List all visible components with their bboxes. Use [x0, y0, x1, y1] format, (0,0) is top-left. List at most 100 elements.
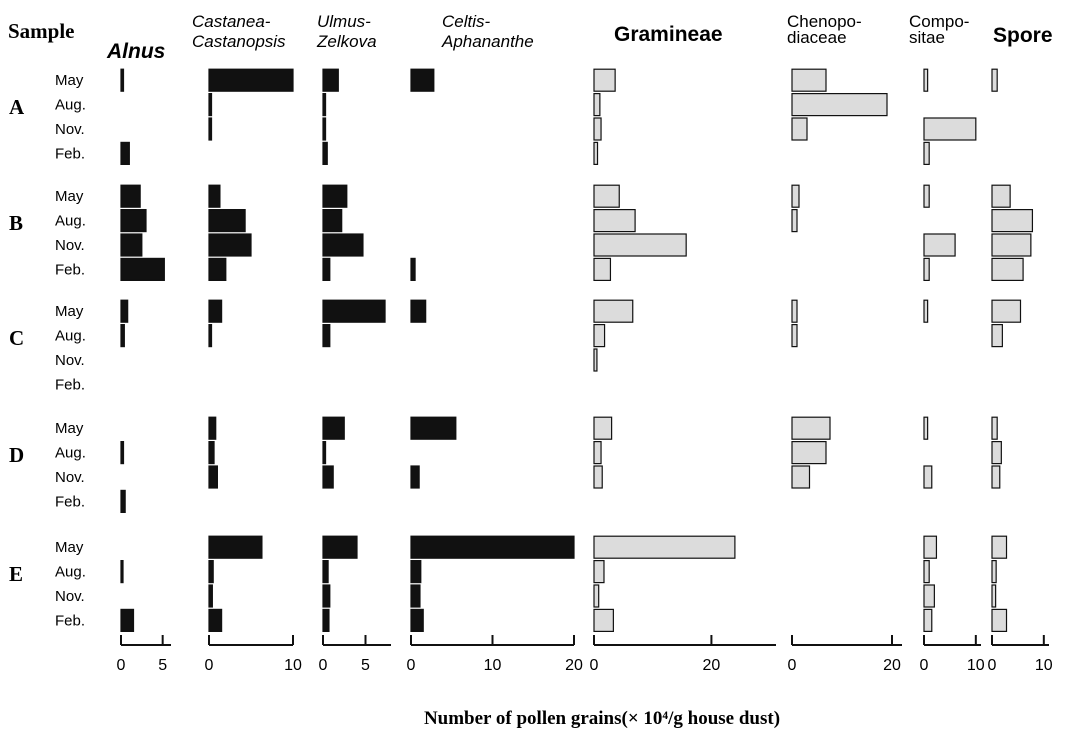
- bar: [322, 92, 327, 117]
- tick-label: 0: [590, 657, 599, 674]
- x-axis-label: Number of pollen grains(× 10⁴/g house du…: [424, 708, 780, 729]
- bar: [410, 299, 427, 323]
- bar: [791, 209, 798, 233]
- bar: [593, 184, 620, 208]
- bar: [791, 465, 811, 489]
- bar: [791, 184, 800, 208]
- tick-label: 10: [284, 657, 302, 674]
- panel-title: Castanea-: [192, 12, 271, 31]
- tick-label: 20: [565, 657, 583, 674]
- bar: [208, 233, 252, 257]
- bar: [410, 535, 575, 559]
- tick-label: 20: [883, 657, 901, 674]
- bar: [593, 92, 601, 117]
- bar: [410, 559, 422, 584]
- month-label: Aug.: [55, 564, 86, 581]
- month-label: May: [55, 539, 84, 556]
- bar: [410, 465, 420, 489]
- month-label: Nov.: [55, 588, 85, 605]
- panel-title: Compo-: [909, 12, 969, 31]
- panel-title: Castanopsis: [192, 32, 286, 51]
- sample-label: A: [9, 95, 25, 119]
- panel-title: Gramineae: [614, 23, 723, 46]
- month-label: Aug.: [55, 213, 86, 230]
- bar: [991, 184, 1011, 208]
- bar: [593, 348, 598, 372]
- month-label: Feb.: [55, 145, 85, 162]
- bar: [991, 324, 1003, 348]
- bar: [991, 608, 1008, 633]
- bar: [322, 257, 331, 281]
- tick-label: 0: [788, 657, 797, 674]
- bar: [322, 68, 339, 92]
- bar: [322, 608, 330, 633]
- bar: [593, 68, 616, 92]
- tick-label: 0: [319, 657, 328, 674]
- bar: [593, 608, 614, 633]
- bar: [791, 117, 808, 141]
- bar: [322, 141, 328, 165]
- bar: [923, 68, 929, 92]
- panel-title: Celtis-: [442, 12, 491, 31]
- bar: [322, 117, 327, 141]
- bar: [991, 257, 1024, 281]
- bar: [322, 209, 343, 233]
- bar: [208, 257, 227, 281]
- bar: [120, 184, 141, 208]
- bar: [208, 559, 214, 584]
- bar: [120, 209, 147, 233]
- month-label: Aug.: [55, 97, 86, 114]
- tick-label: 0: [117, 657, 126, 674]
- bar: [923, 141, 930, 165]
- bar: [208, 184, 221, 208]
- bar: [120, 299, 129, 323]
- bar: [593, 465, 603, 489]
- bar: [322, 324, 331, 348]
- month-label: May: [55, 188, 84, 205]
- bar: [923, 535, 938, 559]
- bar: [791, 324, 798, 348]
- bar: [322, 465, 334, 489]
- bar: [593, 117, 602, 141]
- bar: [991, 209, 1034, 233]
- bar: [410, 68, 435, 92]
- bar: [208, 535, 263, 559]
- bar: [593, 324, 606, 348]
- panel-title: diaceae: [787, 28, 847, 47]
- bar: [923, 117, 977, 141]
- bar: [120, 608, 135, 633]
- tick-label: 0: [205, 657, 214, 674]
- panel-title: Chenopo-: [787, 12, 862, 31]
- bar: [593, 441, 602, 465]
- bar: [991, 535, 1008, 559]
- month-label: Nov.: [55, 237, 85, 254]
- bar: [593, 141, 599, 165]
- bar: [120, 233, 143, 257]
- bar: [791, 68, 827, 92]
- bar: [791, 92, 888, 117]
- bar: [322, 416, 345, 440]
- panel-title: Spore: [993, 24, 1053, 47]
- bar: [322, 559, 329, 584]
- bar: [791, 441, 827, 465]
- sample-label: E: [9, 562, 23, 586]
- bar: [208, 465, 218, 489]
- bar: [410, 416, 457, 440]
- bar: [593, 209, 636, 233]
- bar: [923, 257, 930, 281]
- bar: [120, 324, 125, 348]
- bar: [791, 299, 798, 323]
- tick-label: 10: [967, 657, 985, 674]
- bar: [208, 324, 213, 348]
- month-label: Aug.: [55, 445, 86, 462]
- row-header: Sample: [8, 19, 75, 43]
- bar: [593, 584, 600, 608]
- bar: [208, 68, 294, 92]
- panel-title: sitae: [909, 28, 945, 47]
- tick-label: 5: [158, 657, 167, 674]
- bar: [923, 608, 933, 633]
- month-label: May: [55, 303, 84, 320]
- bar: [208, 608, 223, 633]
- bar: [923, 299, 929, 323]
